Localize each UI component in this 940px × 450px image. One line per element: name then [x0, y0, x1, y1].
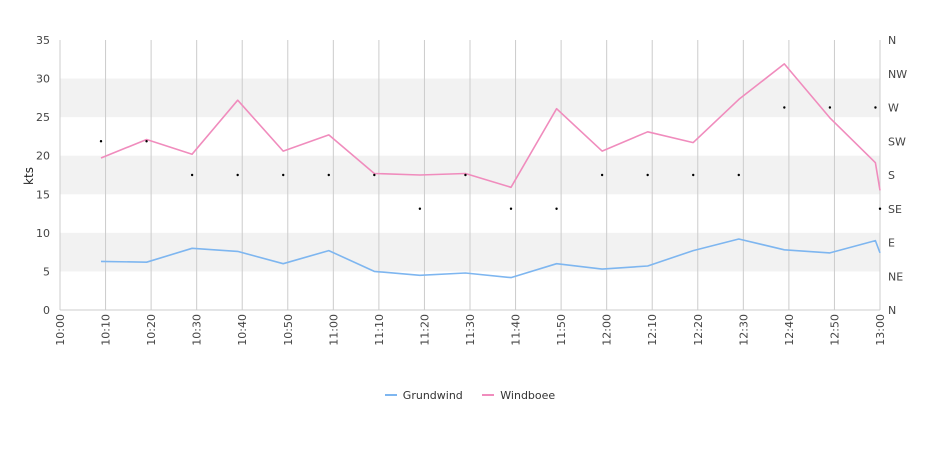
legend-swatch-windboee [482, 394, 495, 396]
direction-markers [99, 106, 882, 210]
legend-label-grundwind: Grundwind [402, 388, 463, 402]
direction-marker [874, 106, 877, 109]
direction-marker [692, 173, 695, 177]
x-tick-labels: 10:00 10:10 10:20 10:30 10:40 10:50 11:00 11:10… [54, 314, 887, 346]
direction-marker [282, 173, 285, 177]
x-tick-label: 10:20 [145, 314, 158, 346]
wind-chart: 10:00 10:10 10:20 10:30 10:40 10:50 11:00 11:10… [22, 34, 907, 346]
y-tick-label: 5 [43, 265, 50, 278]
x-tick-label: 11:20 [418, 314, 431, 346]
x-tick-label: 12:10 [646, 314, 659, 346]
legend-item-windboee[interactable]: Windboee [482, 389, 555, 402]
direction-marker [418, 207, 422, 210]
direction-tick-label: N [888, 304, 896, 317]
y-tick-label: 30 [36, 73, 50, 86]
y-tick-label: 15 [36, 188, 50, 201]
x-tick-label: 12:00 [601, 314, 614, 346]
x-tick-label: 11:50 [555, 314, 568, 346]
y-tick-label: 20 [36, 150, 50, 163]
direction-marker [464, 173, 467, 177]
x-tick-label: 10:30 [191, 314, 204, 346]
direction-marker [828, 106, 832, 109]
direction-tick-labels: N NE E SE S SW W NW N [888, 34, 907, 317]
direction-tick-label: SW [888, 135, 906, 148]
x-tick-label: 11:30 [464, 314, 477, 346]
legend-swatch-grundwind [384, 394, 397, 396]
x-tick-label: 11:40 [510, 314, 523, 346]
direction-marker [99, 140, 103, 143]
y-tick-label: 0 [43, 304, 50, 317]
direction-tick-label: E [888, 237, 895, 250]
series-line-grundwind [100, 238, 881, 279]
direction-tick-label: S [888, 169, 895, 182]
legend-item-grundwind[interactable]: Grundwind [384, 388, 463, 402]
y-tick-label: 25 [36, 111, 50, 124]
x-tick-label: 12:50 [828, 314, 841, 346]
direction-tick-label: NE [888, 270, 903, 283]
y-axis-label: kts [22, 167, 36, 185]
legend-label-windboee: Windboee [500, 388, 556, 402]
direction-marker [646, 173, 649, 177]
direction-marker [555, 207, 558, 210]
x-tick-label: 12:40 [783, 314, 796, 346]
direction-marker [145, 140, 148, 143]
direction-marker [190, 173, 194, 177]
x-tick-label: 11:00 [327, 314, 340, 346]
x-tick-label: 11:10 [373, 314, 386, 346]
x-tick-label: 10:10 [100, 314, 113, 346]
direction-tick-label: W [888, 102, 899, 115]
x-tick-label: 10:40 [236, 314, 249, 346]
direction-marker [509, 207, 513, 210]
x-tick-label: 10:50 [282, 314, 295, 346]
x-tick-label: 13:00 [874, 314, 887, 346]
x-tick-label: 10:00 [54, 314, 67, 346]
x-tick-label: 12:30 [737, 314, 750, 346]
direction-marker [783, 106, 786, 109]
y-tick-label: 10 [36, 227, 50, 240]
direction-tick-label: NW [888, 68, 907, 81]
x-tick-label: 12:20 [692, 314, 705, 346]
direction-marker [373, 173, 376, 177]
y-tick-labels: 0 5 10 15 20 25 30 35 [36, 34, 50, 317]
direction-marker [236, 173, 239, 177]
direction-marker [878, 207, 882, 210]
direction-tick-label: SE [888, 203, 902, 216]
legend: Grundwind Windboee [0, 386, 940, 402]
direction-marker [737, 173, 740, 177]
series-lines [100, 63, 881, 279]
direction-marker [327, 173, 330, 177]
series-line-windboee [100, 63, 881, 191]
direction-tick-label: N [888, 34, 896, 47]
direction-marker [600, 173, 604, 177]
y-tick-label: 35 [36, 34, 50, 47]
